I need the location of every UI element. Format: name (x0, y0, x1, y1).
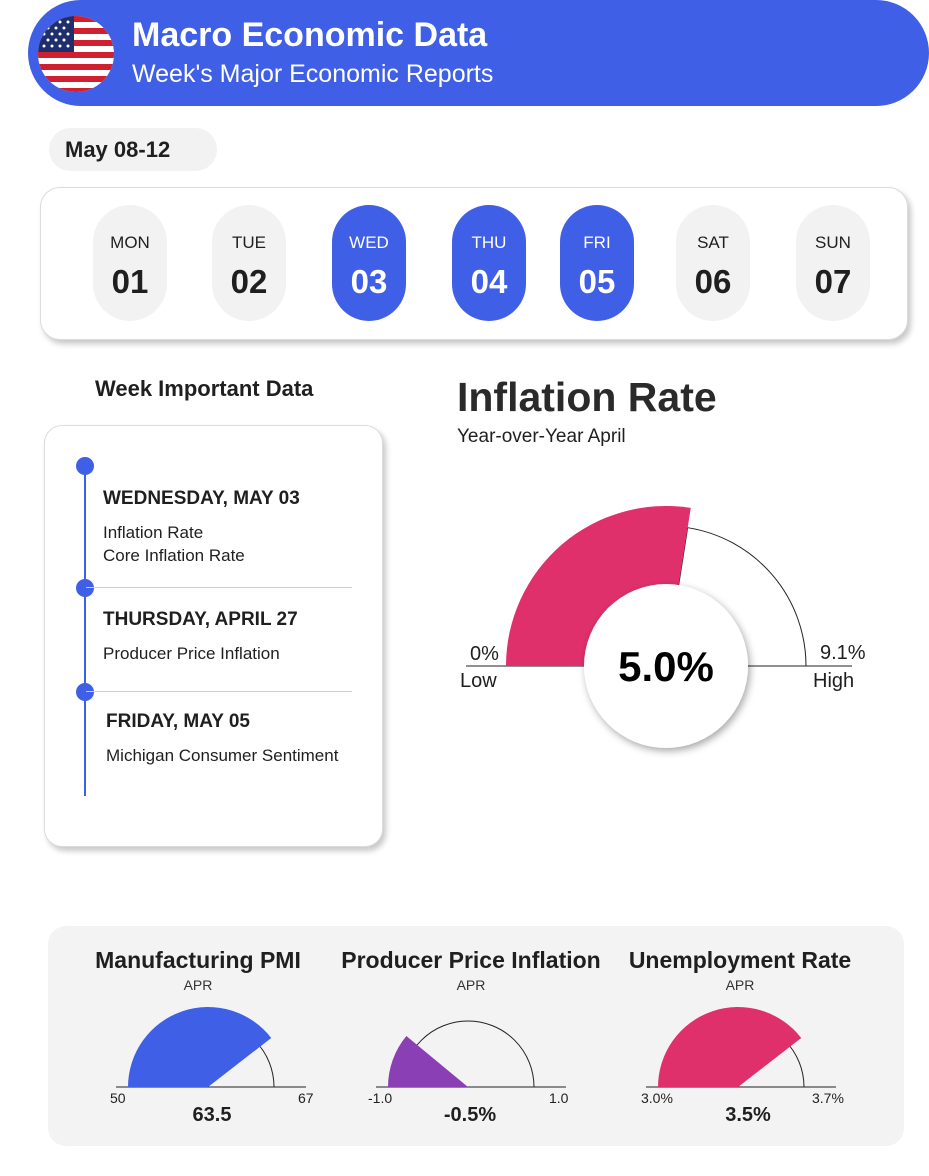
day-name: THU (471, 233, 507, 252)
metric-period: APR (183, 977, 213, 993)
metric-value: 63.5 (192, 1104, 232, 1126)
event-item: Producer Price Inflation (103, 644, 280, 663)
day-number: 01 (111, 263, 149, 300)
gauge-center-circle (584, 584, 748, 748)
event-date: FRIDAY, MAY 05 (106, 711, 250, 732)
day-name: WED (349, 233, 389, 252)
metric-title-ppi: Producer Price Inflation (341, 947, 601, 973)
gauge-min-label: 0% (470, 643, 499, 665)
day-name: SUN (815, 233, 851, 252)
day-sat[interactable]: SAT 06 (676, 205, 750, 321)
day-number: 04 (470, 263, 508, 300)
metric-gauge-unemployment (646, 1007, 836, 1088)
page-subtitle: Week's Major Economic Reports (132, 60, 494, 88)
us-flag-icon (38, 16, 114, 92)
gauge-max-label: 9.1% (820, 642, 866, 664)
event-item: Inflation Rate (103, 523, 204, 542)
metric-min-label: -1.0 (368, 1090, 393, 1106)
important-data-card (44, 425, 383, 847)
metric-period: APR (725, 977, 755, 993)
event-divider (86, 587, 352, 588)
metric-gauge-pmi (116, 1007, 306, 1088)
timeline-dot (76, 683, 94, 701)
metric-max-label: 67 (298, 1090, 314, 1106)
metric-max-label: 3.7% (812, 1090, 844, 1106)
metric-period: APR (456, 977, 486, 993)
timeline-dot (76, 579, 94, 597)
metric-max-label: 1.0 (549, 1090, 569, 1106)
day-name: MON (110, 233, 150, 252)
day-number: 06 (694, 263, 732, 300)
day-tue[interactable]: TUE 02 (212, 205, 286, 321)
gauge-value-label: 5.0% (618, 643, 714, 690)
event-date: THURSDAY, APRIL 27 (103, 609, 298, 630)
gauge-value-fill (658, 1007, 802, 1087)
metric-value: -0.5% (443, 1104, 497, 1126)
inflation-gauge: 5.0% (466, 506, 852, 748)
date-range-pill: May 08-12 (49, 128, 217, 171)
metric-gauge-ppi (376, 1020, 566, 1088)
day-number: 07 (814, 263, 852, 300)
gauge-low-label: Low (460, 670, 497, 692)
metric-title-unemployment: Unemployment Rate (628, 947, 852, 973)
header-banner (28, 0, 929, 106)
metric-min-label: 3.0% (641, 1090, 673, 1106)
important-data-title: Week Important Data (95, 376, 314, 401)
timeline-line (84, 466, 86, 796)
day-number: 03 (350, 263, 388, 300)
gauge-high-label: High (813, 670, 855, 692)
gauge-value-fill (128, 1007, 272, 1087)
day-wed[interactable]: WED 03 (332, 205, 406, 321)
metric-title-pmi: Manufacturing PMI (95, 947, 301, 973)
day-mon[interactable]: MON 01 (93, 205, 167, 321)
timeline-dot (76, 457, 94, 475)
day-name: TUE (232, 233, 266, 252)
inflation-title: Inflation Rate (457, 374, 717, 420)
event-date: WEDNESDAY, MAY 03 (103, 488, 300, 509)
event-item: Michigan Consumer Sentiment (106, 746, 339, 765)
gauge-value-fill (388, 1036, 468, 1087)
day-thu[interactable]: THU 04 (452, 205, 526, 321)
page-title: Macro Economic Data (132, 16, 488, 54)
day-number: 05 (578, 263, 616, 300)
inflation-subtitle: Year-over-Year April (457, 426, 626, 447)
day-number: 02 (230, 263, 268, 300)
metric-min-label: 50 (110, 1090, 126, 1106)
day-sun[interactable]: SUN 07 (796, 205, 870, 321)
day-name: FRI (583, 233, 611, 252)
event-divider (86, 691, 352, 692)
day-name: SAT (697, 233, 729, 252)
day-fri[interactable]: FRI 05 (560, 205, 634, 321)
metric-value: 3.5% (725, 1104, 771, 1126)
event-item: Core Inflation Rate (103, 546, 245, 565)
